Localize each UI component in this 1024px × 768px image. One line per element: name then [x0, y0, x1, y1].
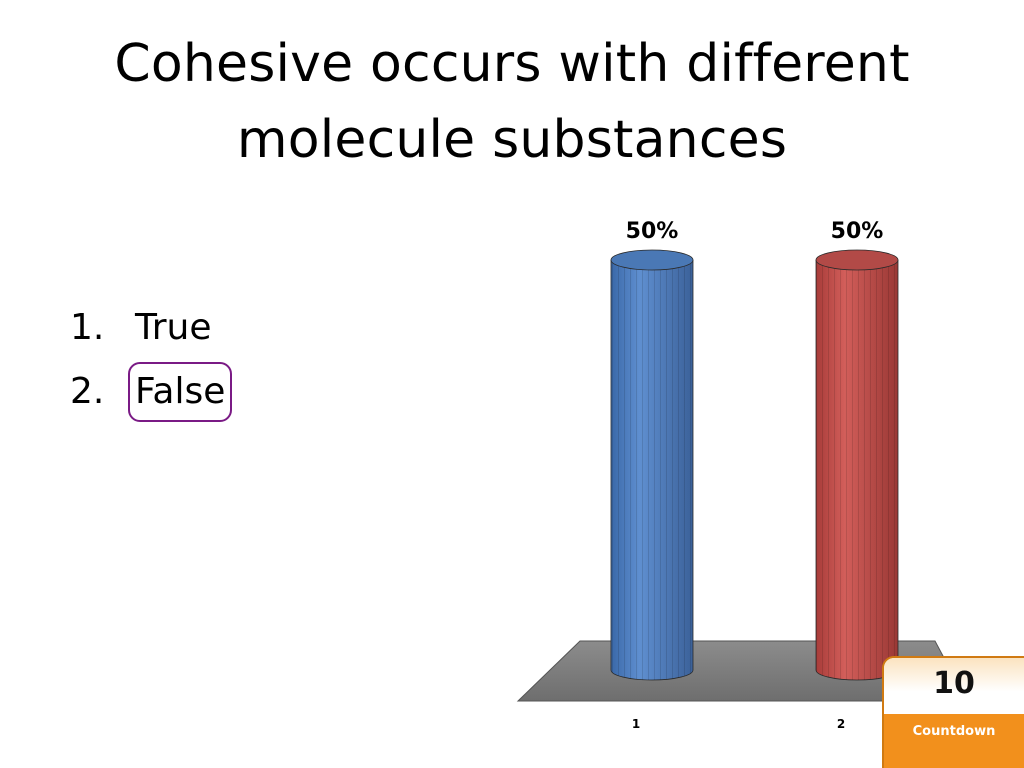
bar-1	[610, 249, 694, 681]
countdown-label: Countdown	[912, 724, 996, 739]
countdown-value: 10	[933, 666, 975, 701]
answer-option-1: 1. True	[70, 298, 232, 362]
countdown-timer: 10 Countdown	[882, 656, 1024, 768]
slide-title-line-1: Cohesive occurs with different	[114, 34, 910, 94]
answer-number: 1.	[70, 307, 105, 348]
answer-text-correct: False	[128, 362, 233, 422]
data-label: 50%	[831, 219, 884, 244]
data-label: 50%	[626, 219, 679, 244]
category-label: 1	[632, 717, 640, 731]
bar-2	[815, 249, 899, 681]
response-bar-chart: 50% 1 50% 2	[516, 219, 960, 731]
answer-number: 2.	[70, 371, 105, 412]
answer-list: 1. True 2. False	[70, 298, 233, 426]
category-label: 2	[837, 717, 845, 731]
answer-text: True	[135, 307, 212, 348]
slide-title-line-2: molecule substances	[236, 110, 788, 170]
slide-title: Cohesive occurs with different molecule …	[62, 26, 962, 178]
answer-option-2: 2. False	[70, 362, 233, 426]
